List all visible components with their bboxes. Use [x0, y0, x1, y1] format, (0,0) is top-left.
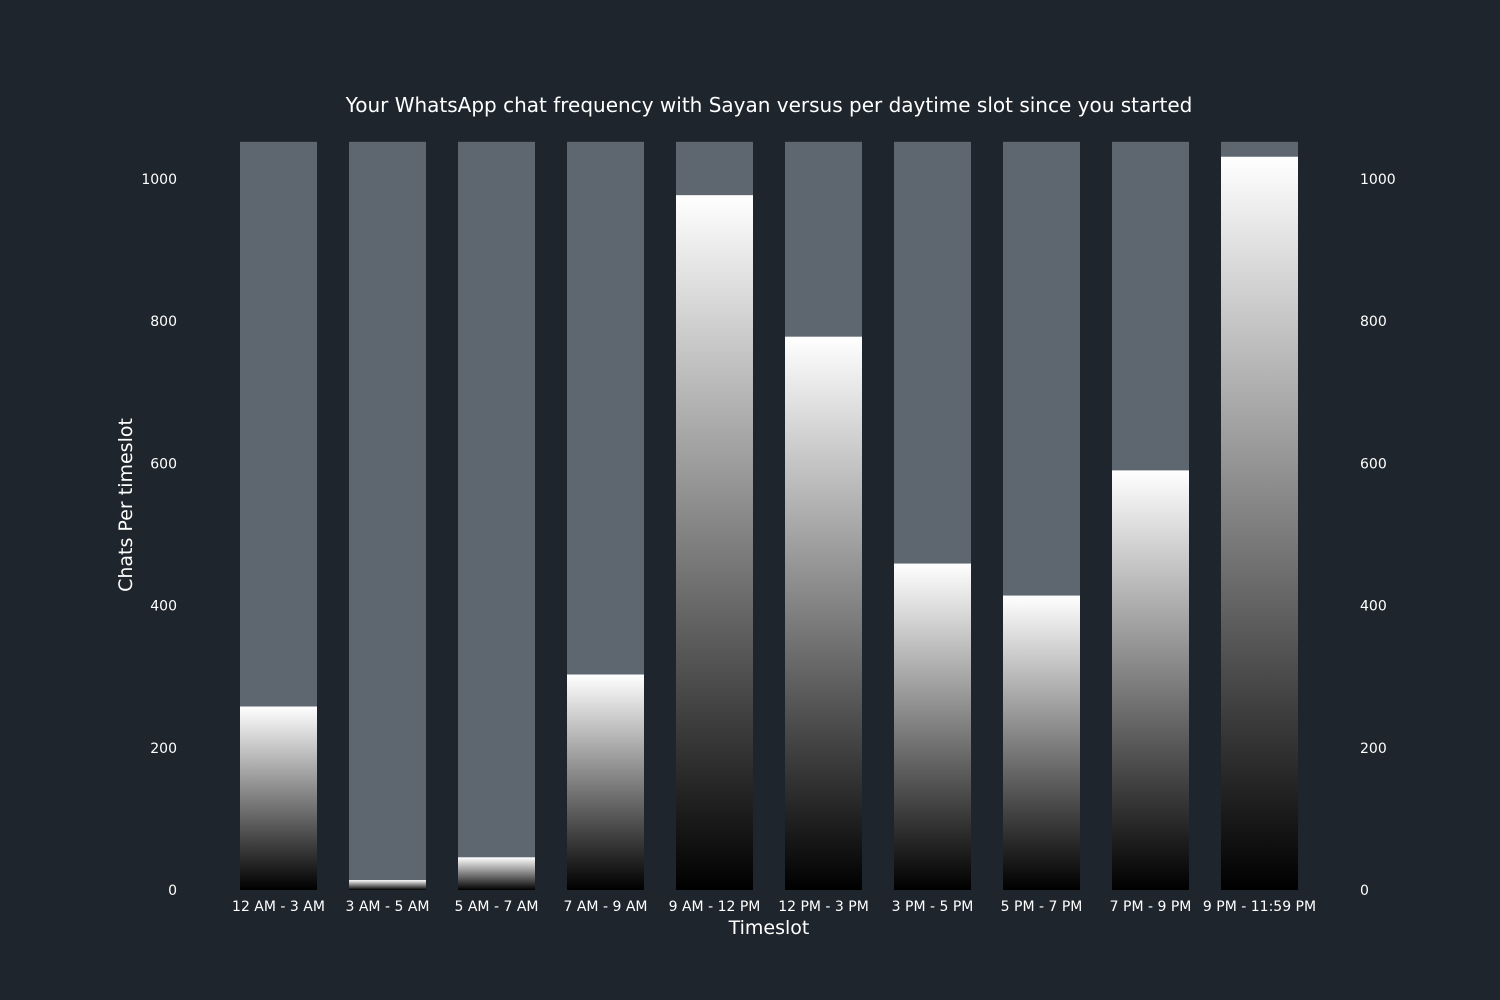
bar — [676, 195, 753, 890]
x-tick-label: 7 PM - 9 PM — [1110, 899, 1192, 915]
x-axis: 12 AM - 3 AM 3 AM - 5 AM 5 AM - 7 AM 7 AM -… — [232, 899, 1316, 915]
bar — [1112, 470, 1189, 890]
background-bar — [458, 141, 535, 890]
y-tick-label-right: 0 — [1360, 883, 1369, 899]
y-axis-label: Chats Per timeslot — [115, 418, 137, 592]
x-tick-label: 12 AM - 3 AM — [232, 899, 325, 915]
x-tick-label: 3 PM - 5 PM — [892, 899, 974, 915]
y-tick-label-left: 0 — [168, 883, 177, 899]
y-tick-label-right: 200 — [1360, 741, 1387, 757]
bar — [567, 674, 644, 890]
y-tick-label-left: 200 — [150, 741, 177, 757]
x-tick-label: 12 PM - 3 PM — [778, 899, 869, 915]
y-tick-label-left: 800 — [150, 314, 177, 330]
y-axis-left: 0 200 400 600 800 1000 — [141, 172, 177, 899]
y-tick-label-right: 600 — [1360, 456, 1387, 472]
x-tick-label: 7 AM - 9 AM — [564, 899, 648, 915]
x-tick-label: 5 PM - 7 PM — [1001, 899, 1083, 915]
x-tick-label: 5 AM - 7 AM — [455, 899, 539, 915]
x-tick-label: 9 PM - 11:59 PM — [1203, 899, 1316, 915]
bar — [785, 336, 862, 890]
y-tick-label-right: 1000 — [1360, 172, 1396, 188]
y-tick-label-right: 800 — [1360, 314, 1387, 330]
y-tick-label-left: 600 — [150, 456, 177, 472]
x-axis-label: Timeslot — [728, 917, 810, 939]
bar — [240, 706, 317, 890]
data-bars — [240, 156, 1298, 890]
bar — [894, 563, 971, 890]
x-tick-label: 9 AM - 12 PM — [669, 899, 761, 915]
y-tick-label-right: 400 — [1360, 599, 1387, 615]
y-tick-label-left: 400 — [150, 599, 177, 615]
y-axis-right: 0 200 400 600 800 1000 — [1360, 172, 1396, 899]
bar — [458, 857, 535, 890]
background-bar — [349, 141, 426, 890]
y-tick-label-left: 1000 — [141, 172, 177, 188]
bar — [349, 880, 426, 890]
bar — [1003, 595, 1080, 890]
bar — [1221, 156, 1298, 890]
chart-title: Your WhatsApp chat frequency with Sayan … — [345, 93, 1193, 117]
x-tick-label: 3 AM - 5 AM — [346, 899, 430, 915]
